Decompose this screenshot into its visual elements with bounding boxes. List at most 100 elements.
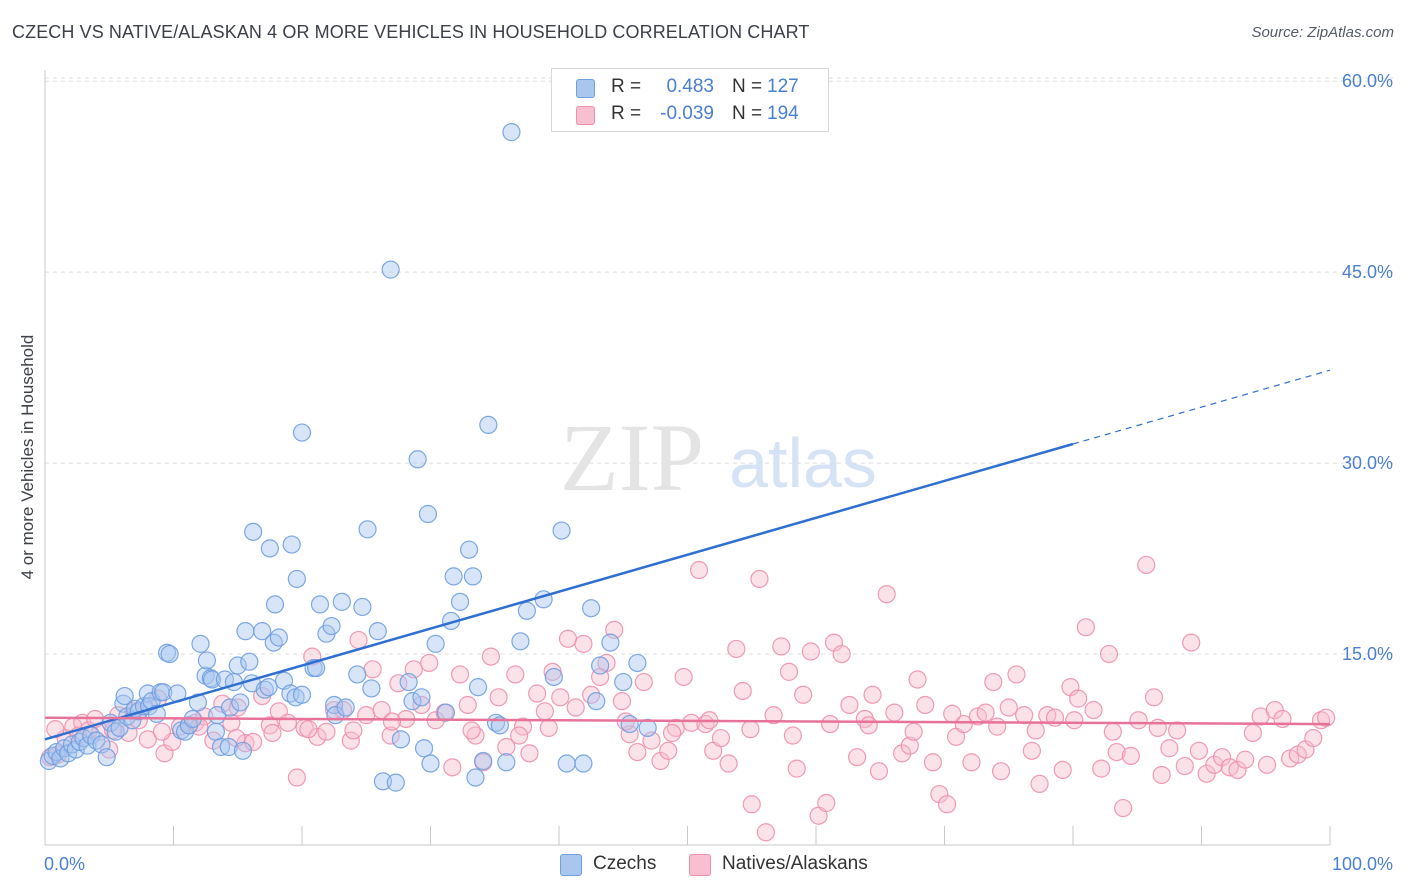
czechs-point	[517, 601, 536, 620]
natives-point	[628, 742, 647, 762]
czechs-point	[240, 652, 259, 671]
natives-point	[381, 726, 400, 745]
czechs-point	[474, 751, 493, 771]
legend-r-label: R =	[611, 103, 642, 124]
czechs-point	[197, 651, 217, 670]
czechs-point	[292, 685, 312, 704]
natives-point	[1076, 618, 1095, 637]
natives-point	[497, 737, 516, 757]
natives-point	[787, 759, 806, 778]
legend-r-value: -0.039	[660, 103, 714, 124]
natives-point	[764, 706, 783, 725]
natives-point	[278, 713, 297, 732]
czechs-point	[497, 753, 516, 772]
legend-swatch-natives	[576, 106, 595, 125]
legend-row-natives: R = -0.039 N = 194	[552, 101, 828, 127]
czechs-point	[414, 739, 434, 758]
czechs-point	[336, 698, 355, 717]
natives-point	[1129, 711, 1148, 730]
czechs-point	[421, 754, 440, 773]
natives-point	[859, 716, 878, 735]
czechs-point	[408, 450, 427, 469]
natives-point	[317, 722, 336, 741]
natives-point	[634, 672, 653, 692]
natives-point	[908, 670, 927, 689]
x-tick-label-min: 0.0%	[44, 854, 85, 874]
y-tick-label: 30.0%	[1342, 453, 1393, 473]
natives-point	[848, 748, 867, 767]
natives-point	[513, 717, 533, 736]
czechs-point	[552, 521, 571, 540]
czechs-trend-line	[44, 442, 1074, 741]
natives-point	[756, 823, 775, 842]
natives-point	[750, 569, 769, 589]
watermark: ZIP atlas	[560, 404, 877, 511]
czechs-point	[574, 754, 593, 773]
natives-point	[999, 698, 1018, 717]
chart-title: CZECH VS NATIVE/ALASKAN 4 OR MORE VEHICL…	[12, 22, 810, 42]
natives-point	[1317, 708, 1336, 727]
natives-point	[1257, 755, 1277, 774]
natives-point	[357, 706, 376, 725]
natives-point	[772, 637, 791, 656]
czechs-point	[479, 415, 498, 435]
x-tick-label-max: 100.0%	[1332, 854, 1393, 874]
natives-point	[1236, 750, 1255, 769]
source-credit: Source: ZipAtlas.com	[1251, 24, 1394, 41]
y-tick-label: 45.0%	[1342, 262, 1393, 282]
czechs-point	[202, 670, 222, 689]
legend-row-czechs: R = 0.483 N = 127	[552, 74, 828, 100]
czechs-point	[399, 672, 418, 692]
natives-point	[287, 768, 306, 787]
legend-n-value: 127	[767, 76, 799, 97]
czechs-point	[386, 773, 405, 792]
natives-point	[1107, 742, 1126, 762]
czechs-point	[201, 669, 220, 688]
czechs-point	[310, 595, 330, 614]
series-natives-points	[41, 555, 1336, 842]
natives-point	[923, 753, 943, 772]
czechs-point	[391, 730, 411, 749]
bottom-legend-label-czechs: Czechs	[593, 853, 657, 874]
natives-point	[152, 722, 172, 741]
natives-point	[801, 642, 820, 661]
czechs-point	[638, 718, 657, 737]
natives-point	[988, 717, 1007, 736]
natives-point	[1053, 760, 1072, 779]
watermark-zip: ZIP	[560, 404, 704, 511]
natives-point	[937, 795, 957, 814]
czechs-point	[265, 595, 285, 614]
czechs-point	[233, 741, 252, 760]
natives-point	[1069, 689, 1088, 708]
natives-point	[1114, 798, 1133, 818]
natives-point	[539, 718, 558, 737]
series-czechs-points	[39, 123, 657, 792]
czechs-point	[292, 423, 312, 442]
natives-point	[1212, 748, 1232, 767]
czechs-point	[287, 569, 306, 589]
natives-point	[733, 681, 752, 701]
natives-point	[904, 722, 923, 741]
czechs-point	[282, 535, 301, 554]
natives-point	[779, 662, 799, 681]
czechs-point	[97, 748, 116, 767]
natives-point	[930, 784, 949, 804]
natives-point	[689, 560, 709, 580]
y-tick-labels: 15.0% 30.0% 45.0% 60.0%	[1342, 71, 1393, 664]
natives-point	[651, 751, 670, 771]
czechs-point	[211, 737, 231, 757]
natives-point	[962, 753, 981, 772]
czechs-point	[154, 683, 173, 702]
czechs-point	[418, 504, 438, 524]
natives-point	[817, 793, 836, 813]
natives-point	[443, 758, 462, 777]
czechs-point	[322, 616, 341, 636]
natives-point	[382, 712, 402, 731]
natives-point	[263, 723, 282, 743]
natives-point	[612, 692, 632, 711]
czechs-point	[444, 567, 463, 586]
trend-lines	[44, 369, 1331, 741]
natives-point	[138, 730, 157, 749]
natives-point	[976, 703, 995, 722]
natives-point	[863, 685, 882, 704]
